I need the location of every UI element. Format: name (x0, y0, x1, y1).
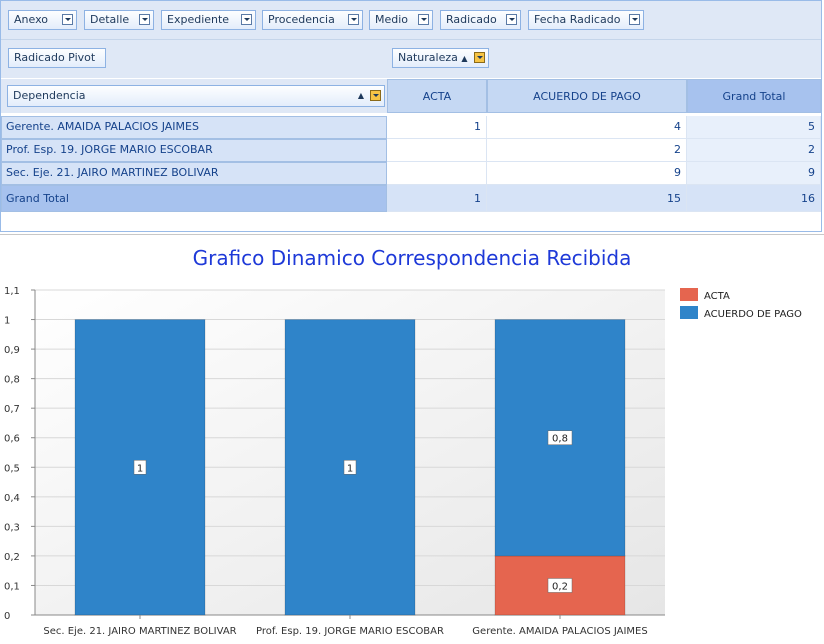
legend-swatch (680, 306, 698, 319)
field-label: Anexo (14, 13, 48, 26)
filter-field-radicado[interactable]: Radicado (440, 10, 521, 30)
x-tick-label: Sec. Eje. 21. JAIRO MARTINEZ BOLIVAR (43, 626, 236, 637)
grand-total-row-header: Grand Total (1, 185, 387, 212)
row-grand-total-cell[interactable]: 2 (687, 139, 821, 162)
chevron-down-icon[interactable] (629, 14, 640, 25)
table-cell[interactable]: 4 (487, 116, 687, 139)
field-label: Fecha Radicado (534, 13, 621, 26)
y-tick-label: 0 (4, 611, 10, 622)
y-tick-label: 1 (4, 316, 10, 327)
grand-total-cell[interactable]: 15 (487, 185, 687, 212)
table-cell[interactable] (387, 162, 487, 185)
data-field-radicado-pivot[interactable]: Radicado Pivot (8, 48, 106, 68)
legend-label: ACUERDO DE PAGO (704, 309, 802, 320)
chart-legend: ACTA ACUERDO DE PAGO (680, 288, 802, 324)
row-field-dependencia[interactable]: Dependencia ▲ (7, 85, 385, 107)
field-label: Radicado (446, 13, 497, 26)
splitter (0, 234, 824, 235)
column-header-acta[interactable]: ACTA (387, 79, 487, 113)
data-label: 1 (137, 463, 143, 474)
sort-asc-icon: ▲ (461, 54, 468, 63)
table-cell[interactable] (387, 139, 487, 162)
table-cell[interactable]: 1 (387, 116, 487, 139)
legend-item: ACUERDO DE PAGO (680, 306, 802, 324)
data-column-area: Radicado Pivot Naturaleza ▲ (1, 40, 821, 78)
data-label: 0,2 (552, 581, 568, 592)
filter-field-procedencia[interactable]: Procedencia (262, 10, 363, 30)
chevron-down-icon[interactable] (139, 14, 150, 25)
y-tick-label: 0,2 (4, 552, 20, 563)
legend-item: ACTA (680, 288, 802, 306)
x-tick-label: Gerente. AMAIDA PALACIOS JAIMES (472, 626, 647, 637)
y-tick-label: 0,8 (4, 375, 20, 386)
data-label-box (133, 460, 147, 475)
y-tick-label: 0,3 (4, 522, 20, 533)
row-grand-total-cell[interactable]: 5 (687, 116, 821, 139)
field-label: Procedencia (268, 13, 335, 26)
column-header-grand-total: Grand Total (687, 79, 821, 113)
field-label: Medio (375, 13, 409, 26)
field-label: Expediente (167, 13, 230, 26)
table-cell[interactable]: 2 (487, 139, 687, 162)
pivot-grid: Anexo Detalle Expediente Procedencia Med… (0, 0, 822, 232)
row-area: Dependencia ▲ (1, 79, 387, 113)
row-grand-total-cell[interactable]: 9 (687, 162, 821, 185)
filter-field-medio[interactable]: Medio (369, 10, 433, 30)
data-label: 1 (347, 463, 353, 474)
y-tick-label: 0,7 (4, 404, 20, 415)
row-header[interactable]: Gerente. AMAIDA PALACIOS JAIMES (1, 116, 387, 139)
chevron-down-icon[interactable] (62, 14, 73, 25)
chart-title: Grafico Dinamico Correspondencia Recibid… (192, 246, 632, 270)
y-tick-label: 0,9 (4, 345, 20, 356)
y-tick-label: 0,6 (4, 434, 20, 445)
stacked-bar-chart: 0 0,1 0,2 0,3 0,4 0,5 0,6 0,7 0,8 0,9 1 1,1 1 1 0,2 0,… (4, 286, 665, 637)
filter-field-expediente[interactable]: Expediente (161, 10, 256, 30)
grand-total-cell[interactable]: 1 (387, 185, 487, 212)
row-header[interactable]: Prof. Esp. 19. JORGE MARIO ESCOBAR (1, 139, 387, 162)
sort-asc-icon: ▲ (357, 91, 364, 100)
column-field-naturaleza[interactable]: Naturaleza ▲ (392, 48, 489, 68)
chevron-down-icon[interactable] (418, 14, 429, 25)
field-label: Naturaleza (398, 51, 458, 64)
x-tick-label: Prof. Esp. 19. JORGE MARIO ESCOBAR (256, 626, 444, 637)
filter-area: Anexo Detalle Expediente Procedencia Med… (1, 1, 821, 40)
row-header[interactable]: Sec. Eje. 21. JAIRO MARTINEZ BOLIVAR (1, 162, 387, 185)
filter-dropdown-icon[interactable] (474, 52, 485, 63)
filter-field-detalle[interactable]: Detalle (84, 10, 154, 30)
chevron-down-icon[interactable] (241, 14, 252, 25)
y-tick-label: 0,1 (4, 581, 20, 592)
table-cell[interactable]: 9 (487, 162, 687, 185)
data-label-box (547, 430, 573, 445)
data-label-box (547, 578, 573, 593)
chevron-down-icon[interactable] (506, 14, 517, 25)
filter-field-fecha-radicado[interactable]: Fecha Radicado (528, 10, 644, 30)
chevron-down-icon[interactable] (348, 14, 359, 25)
column-header-acuerdo-de-pago[interactable]: ACUERDO DE PAGO (487, 79, 687, 113)
legend-label: ACTA (704, 291, 730, 302)
legend-swatch (680, 288, 698, 301)
filter-field-anexo[interactable]: Anexo (8, 10, 77, 30)
field-label: Dependencia (13, 89, 86, 102)
y-tick-label: 0,4 (4, 493, 20, 504)
filter-dropdown-icon[interactable] (370, 90, 381, 101)
data-label-box (343, 460, 357, 475)
y-tick-label: 0,5 (4, 463, 20, 474)
y-tick-label: 1,1 (4, 286, 20, 297)
field-label: Radicado Pivot (14, 51, 96, 64)
field-label: Detalle (90, 13, 130, 26)
data-label: 0,8 (552, 434, 568, 445)
grand-total-cell[interactable]: 16 (687, 185, 821, 212)
